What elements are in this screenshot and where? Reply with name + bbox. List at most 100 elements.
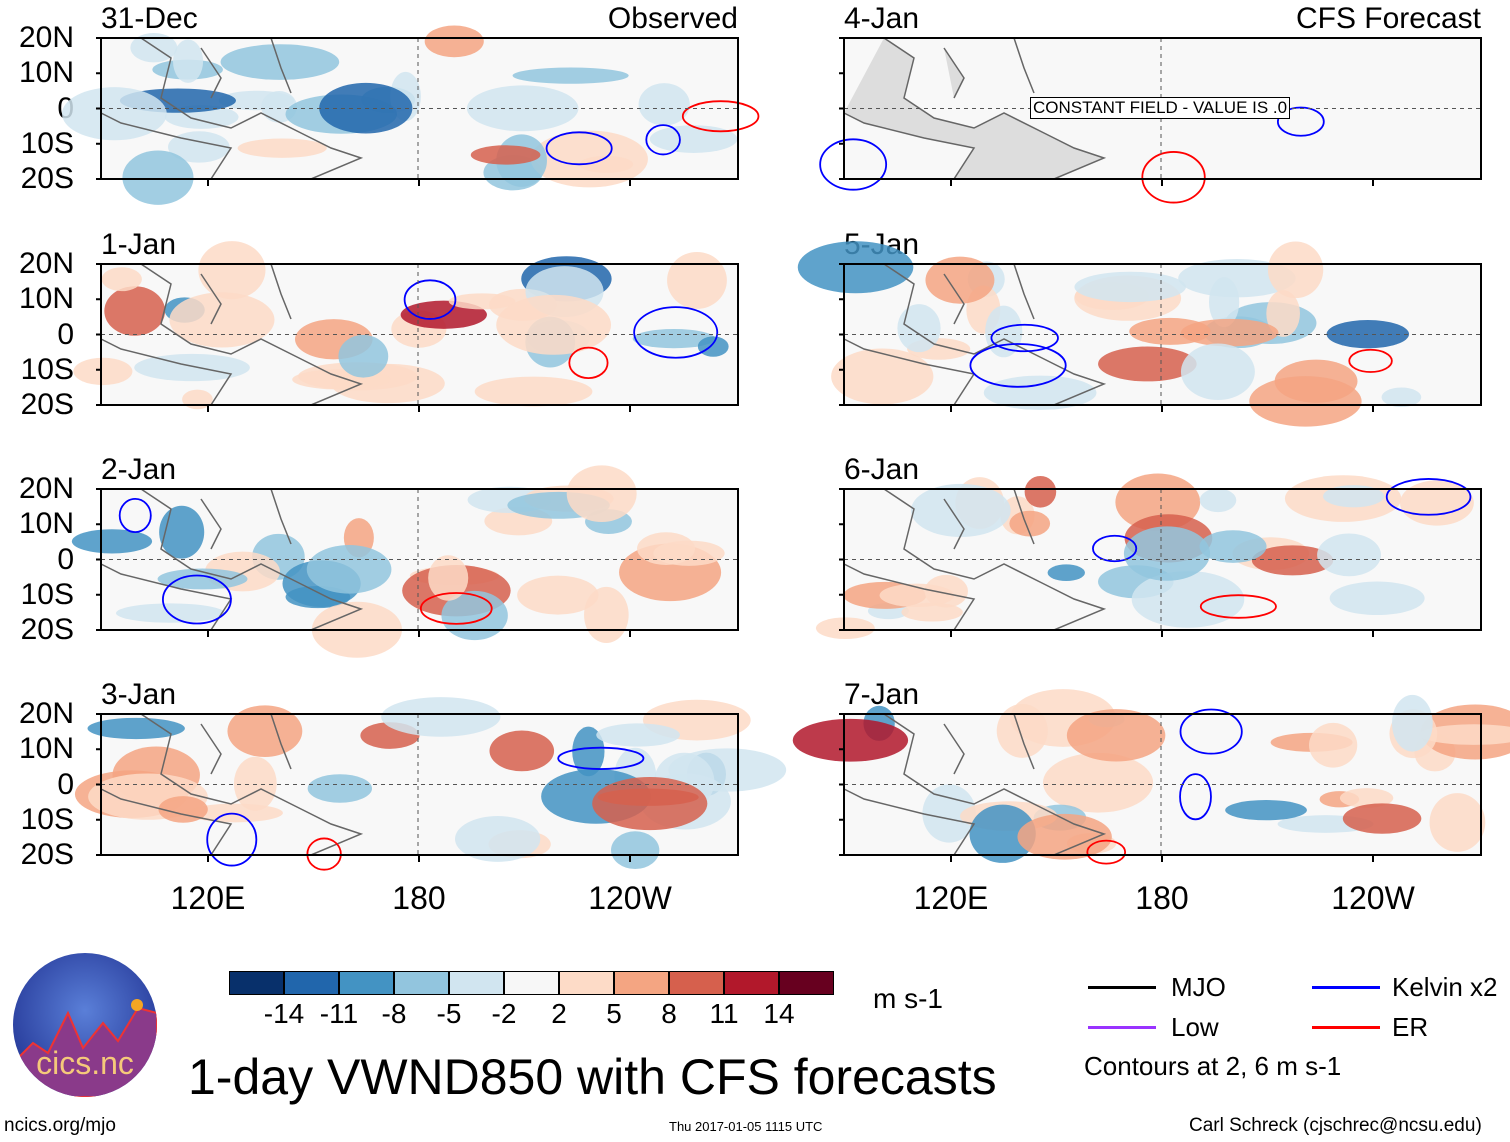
legend-kelvin-label: Kelvin x2 <box>1392 972 1498 1002</box>
coastline <box>100 263 364 406</box>
kelvin-contour <box>1179 773 1212 821</box>
lon-label: 120E <box>170 880 246 916</box>
legend-mjo-line <box>1088 986 1156 989</box>
map-panel: CONSTANT FIELD - VALUE IS .0 <box>819 37 1482 204</box>
colorbar-label: -5 <box>436 998 462 1029</box>
lat-label: 10N <box>18 507 74 541</box>
colorbar-swatch <box>669 971 724 995</box>
wind-anomaly-shading <box>306 545 392 594</box>
wind-anomaly-shading <box>1180 343 1255 401</box>
lon-label: 120W <box>588 880 672 916</box>
wind-anomaly-shading <box>1131 571 1245 628</box>
coastline <box>843 263 1107 406</box>
kelvin-contour <box>206 812 258 867</box>
lat-label: 0 <box>57 767 74 801</box>
footer-author: Carl Schreck (cjschrec@ncsu.edu) <box>1189 1115 1482 1136</box>
wind-anomaly-shading <box>338 334 389 378</box>
constant-field-note: CONSTANT FIELD - VALUE IS .0 <box>1030 97 1291 119</box>
logo-text: cics.nc <box>36 1045 134 1081</box>
colorbar-swatch <box>614 971 669 995</box>
wind-anomaly-shading <box>1129 317 1211 345</box>
colorbar-swatch <box>724 971 779 995</box>
wind-anomaly-shading <box>1178 258 1296 298</box>
wind-anomaly-shading <box>1098 346 1197 382</box>
lat-label: 20S <box>20 162 74 196</box>
footer-url: ncics.org/mjo <box>4 1115 116 1136</box>
wind-anomaly-shading <box>134 353 250 382</box>
wind-anomaly-shading <box>441 590 508 641</box>
lat-label: 20S <box>20 838 74 872</box>
lat-label: 10N <box>18 282 74 316</box>
wind-anomaly-shading <box>512 67 629 84</box>
colorbar-unit: m s-1 <box>873 983 943 1014</box>
wind-anomaly-shading <box>466 85 579 132</box>
wind-anomaly-shading <box>61 87 167 141</box>
colorbar-label: -11 <box>319 998 359 1029</box>
wind-anomaly-shading <box>792 718 909 762</box>
wind-anomaly-shading <box>1381 387 1422 408</box>
wind-anomaly-shading <box>159 505 205 559</box>
wind-anomaly-shading <box>87 717 185 740</box>
colorbar-swatch <box>229 971 284 995</box>
wind-anomaly-shading <box>996 703 1048 758</box>
wind-anomaly-shading <box>897 304 941 353</box>
colorbar-label: -8 <box>381 998 407 1029</box>
legend-low-line <box>1088 1026 1156 1029</box>
map-panel <box>792 689 1510 865</box>
wind-anomaly-shading <box>237 138 327 158</box>
map-panel <box>74 697 787 871</box>
wind-anomaly-shading <box>1429 793 1486 852</box>
map-canvas <box>819 37 1482 204</box>
wind-anomaly-shading <box>227 705 303 757</box>
wind-anomaly-shading <box>566 465 637 522</box>
wind-anomaly-shading <box>122 150 194 205</box>
colorbar-swatch <box>394 971 449 995</box>
wind-anomaly-shading <box>73 357 133 386</box>
wind-anomaly-shading <box>448 293 516 310</box>
kelvin-contour <box>990 323 1059 353</box>
wind-anomaly-shading <box>910 483 1011 538</box>
wind-anomaly-shading <box>157 568 248 590</box>
map-canvas <box>74 697 787 871</box>
kelvin-contour <box>969 343 1067 388</box>
colorbar-swatch <box>449 971 504 995</box>
colorbar-label: 11 <box>709 998 739 1029</box>
er-contour <box>681 100 760 133</box>
wind-anomaly-shading <box>611 831 660 870</box>
er-contour <box>1199 594 1277 619</box>
kelvin-contour <box>633 306 719 359</box>
colorbar-swatch <box>284 971 339 995</box>
wind-anomaly-shading <box>596 723 680 747</box>
map-canvas <box>815 473 1482 640</box>
coastline <box>100 488 364 631</box>
wind-anomaly-shading <box>173 39 204 83</box>
wind-anomaly-shading <box>428 555 469 601</box>
wind-anomaly-shading <box>632 329 716 349</box>
colorbar-swatch <box>504 971 559 995</box>
kelvin-contour <box>403 279 457 320</box>
lat-label: 10S <box>20 352 74 386</box>
wind-anomaly-shading <box>1199 488 1237 513</box>
wind-anomaly-shading <box>1074 271 1186 303</box>
lat-label: 10S <box>20 126 74 160</box>
wind-anomaly-shading <box>71 529 153 554</box>
wind-anomaly-shading <box>697 336 729 357</box>
kelvin-contour <box>557 746 645 770</box>
map-canvas <box>73 241 739 412</box>
panel-date: 2-Jan <box>101 453 177 486</box>
wind-anomaly-shading <box>489 730 555 772</box>
wind-anomaly-shading <box>198 241 266 300</box>
kelvin-contour <box>1276 106 1325 137</box>
wind-anomaly-shading <box>922 784 976 843</box>
wind-anomaly-shading <box>1266 290 1300 337</box>
colorbar-label: 8 <box>661 998 677 1029</box>
lat-label: 10S <box>20 577 74 611</box>
kelvin-contour <box>118 497 152 534</box>
er-contour <box>1086 839 1127 865</box>
wind-anomaly-shading <box>1419 724 1510 745</box>
map-canvas <box>61 25 760 205</box>
wind-anomaly-shading <box>1323 485 1385 508</box>
map-panel <box>815 473 1482 640</box>
coastline <box>100 37 364 180</box>
wind-anomaly-shading <box>1309 722 1358 768</box>
